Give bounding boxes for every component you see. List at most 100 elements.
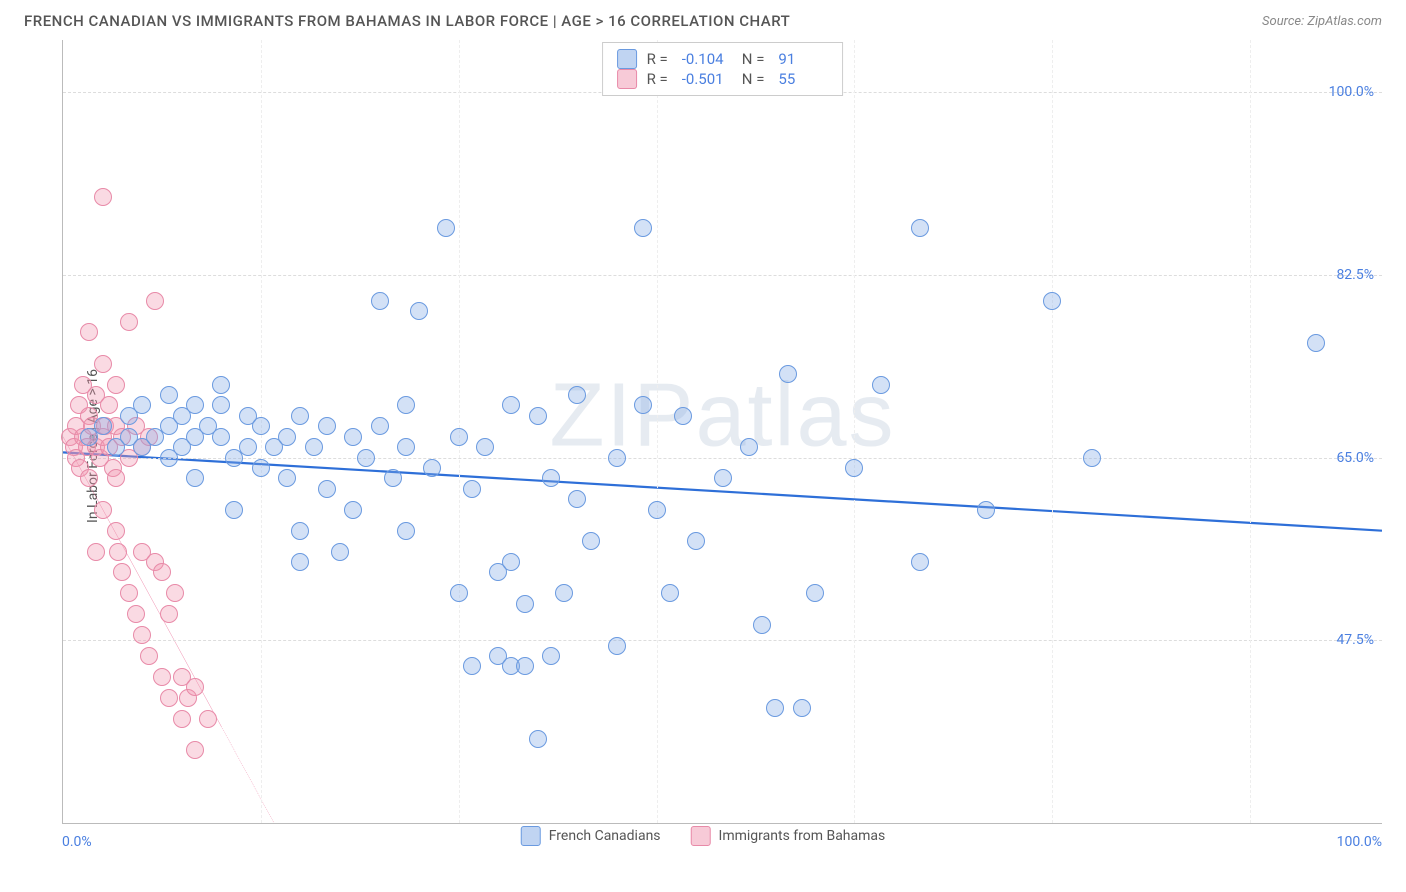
data-point — [331, 543, 349, 561]
data-point — [80, 469, 98, 487]
data-point — [291, 553, 309, 571]
n-value: 55 — [778, 70, 828, 88]
data-point — [94, 355, 112, 373]
data-point — [160, 605, 178, 623]
data-point — [371, 417, 389, 435]
data-point — [212, 396, 230, 414]
correlation-legend: R = -0.104 N = 91 R = -0.501 N = 55 — [602, 42, 844, 96]
data-point — [225, 501, 243, 519]
data-point — [305, 438, 323, 456]
data-point — [107, 469, 125, 487]
data-point — [1307, 334, 1325, 352]
data-point — [568, 490, 586, 508]
x-axis-max: 100.0% — [1337, 834, 1382, 850]
data-point — [977, 501, 995, 519]
data-point — [1083, 449, 1101, 467]
data-point — [133, 626, 151, 644]
data-point — [463, 480, 481, 498]
data-point — [278, 469, 296, 487]
source-label: Source: ZipAtlas.com — [1262, 14, 1382, 29]
data-point — [516, 595, 534, 613]
data-point — [516, 657, 534, 675]
r-label: R = — [647, 50, 668, 68]
data-point — [344, 428, 362, 446]
r-value: -0.104 — [682, 50, 732, 68]
r-value: -0.501 — [682, 70, 732, 88]
swatch-pink-icon — [617, 69, 637, 89]
data-point — [397, 438, 415, 456]
data-point — [186, 678, 204, 696]
data-point — [252, 417, 270, 435]
data-point — [107, 376, 125, 394]
data-point — [502, 553, 520, 571]
data-point — [687, 532, 705, 550]
data-point — [344, 501, 362, 519]
data-point — [120, 313, 138, 331]
legend-item-2: Immigrants from Bahamas — [691, 826, 886, 846]
data-point — [186, 396, 204, 414]
data-point — [911, 219, 929, 237]
data-point — [661, 584, 679, 602]
data-point — [634, 219, 652, 237]
data-point — [1043, 292, 1061, 310]
data-point — [648, 501, 666, 519]
data-point — [113, 563, 131, 581]
y-tick-label: 65.0% — [1336, 450, 1374, 466]
data-point — [542, 647, 560, 665]
data-point — [160, 386, 178, 404]
chart-title: FRENCH CANADIAN VS IMMIGRANTS FROM BAHAM… — [24, 12, 790, 30]
data-point — [94, 501, 112, 519]
swatch-blue-icon — [521, 826, 541, 846]
data-point — [740, 438, 758, 456]
data-point — [608, 449, 626, 467]
data-point — [291, 522, 309, 540]
data-point — [753, 616, 771, 634]
data-point — [318, 417, 336, 435]
y-tick-label: 82.5% — [1336, 267, 1374, 283]
gridline-v — [854, 40, 855, 823]
data-point — [94, 188, 112, 206]
data-point — [529, 730, 547, 748]
data-point — [127, 605, 145, 623]
data-point — [212, 428, 230, 446]
legend-row-1: R = -0.104 N = 91 — [617, 49, 829, 69]
data-point — [186, 741, 204, 759]
data-point — [291, 407, 309, 425]
data-point — [806, 584, 824, 602]
n-label: N = — [742, 50, 765, 68]
data-point — [252, 459, 270, 477]
data-point — [107, 522, 125, 540]
gridline-v — [657, 40, 658, 823]
data-point — [779, 365, 797, 383]
data-point — [318, 480, 336, 498]
data-point — [120, 584, 138, 602]
data-point — [80, 323, 98, 341]
data-point — [94, 417, 112, 435]
data-point — [173, 710, 191, 728]
data-point — [153, 563, 171, 581]
legend-label: Immigrants from Bahamas — [719, 828, 886, 844]
data-point — [450, 428, 468, 446]
gridline-v — [1250, 40, 1251, 823]
data-point — [793, 699, 811, 717]
n-label: N = — [742, 70, 765, 88]
chart-container: In Labor Force | Age > 16 ZIPatlas R = -… — [24, 40, 1382, 852]
plot-area: ZIPatlas R = -0.104 N = 91 R = -0.501 N … — [62, 40, 1382, 824]
data-point — [608, 637, 626, 655]
data-point — [582, 532, 600, 550]
data-point — [212, 376, 230, 394]
y-tick-label: 100.0% — [1329, 84, 1374, 100]
swatch-pink-icon — [691, 826, 711, 846]
data-point — [397, 522, 415, 540]
data-point — [160, 689, 178, 707]
data-point — [186, 469, 204, 487]
data-point — [423, 459, 441, 477]
data-point — [146, 292, 164, 310]
x-axis-min: 0.0% — [62, 834, 92, 850]
data-point — [371, 292, 389, 310]
data-point — [476, 438, 494, 456]
data-point — [109, 543, 127, 561]
data-point — [87, 543, 105, 561]
data-point — [357, 449, 375, 467]
data-point — [911, 553, 929, 571]
